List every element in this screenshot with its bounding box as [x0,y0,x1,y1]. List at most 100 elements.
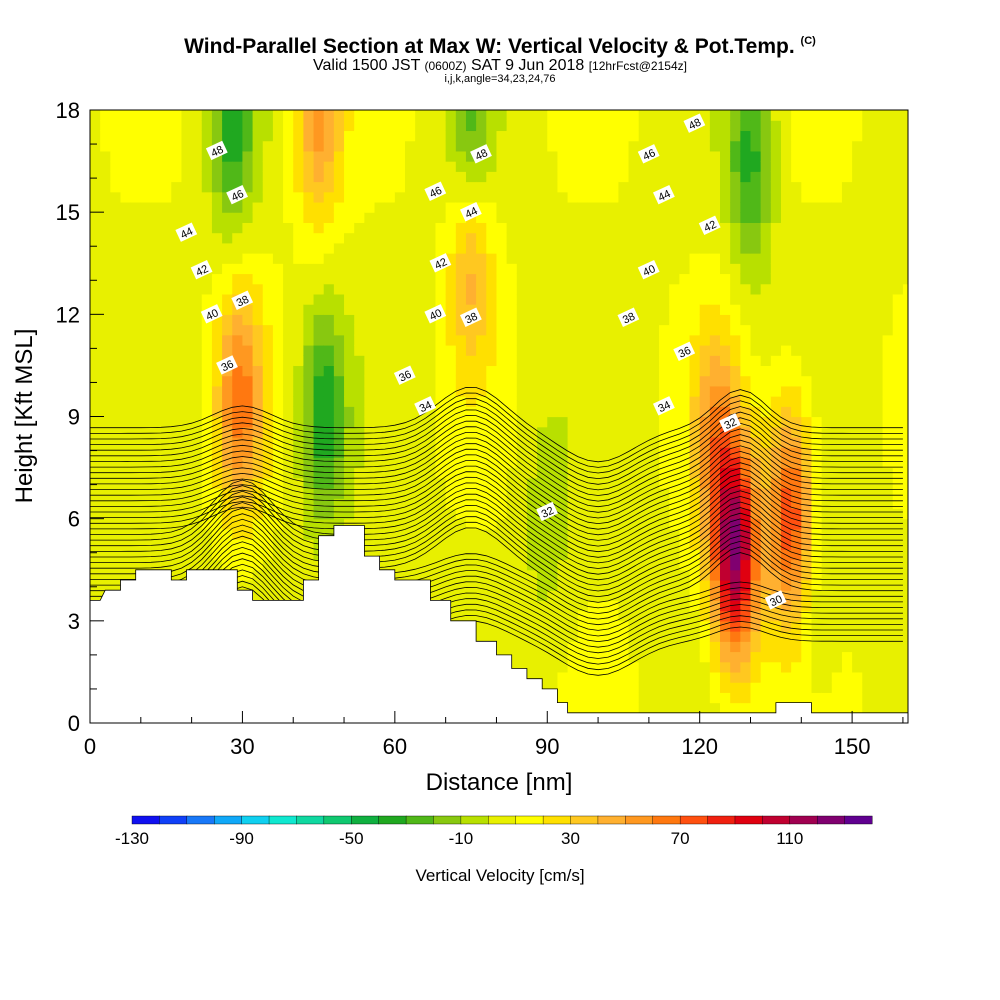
velocity-cell [90,222,101,234]
velocity-cell [323,365,335,377]
velocity-cell [283,457,294,469]
velocity-cell [344,242,355,254]
velocity-cell [140,406,152,418]
velocity-cell [547,641,559,653]
velocity-cell [272,212,284,223]
velocity-cell [902,692,908,704]
velocity-cell [150,334,162,346]
velocity-cell [638,334,650,346]
velocity-cell [476,263,487,275]
velocity-cell [283,539,294,550]
velocity-cell [882,314,894,326]
velocity-cell [262,120,274,132]
velocity-cell [211,232,223,244]
velocity-cell [211,385,223,397]
velocity-cell [201,130,213,142]
velocity-cell [425,242,437,254]
velocity-cell [161,140,172,152]
velocity-cell [171,518,183,530]
velocity-cell [140,201,152,213]
velocity-cell [161,181,172,193]
velocity-cell [486,222,498,234]
velocity-cell [750,549,762,561]
velocity-cell [699,273,711,285]
velocity-cell [689,171,701,183]
velocity-cell [405,314,416,326]
velocity-cell [892,457,904,469]
velocity-cell [720,631,731,642]
velocity-cell [760,436,772,448]
velocity-cell [567,283,579,295]
velocity-cell [323,212,335,223]
velocity-cell [811,488,823,499]
velocity-cell [171,171,183,183]
velocity-cell [587,477,599,489]
velocity-cell [374,293,386,305]
velocity-cell [791,692,802,704]
velocity-cell [526,488,538,499]
velocity-cell [841,702,853,714]
velocity-cell [150,150,162,162]
velocity-cell [720,651,731,663]
velocity-cell [577,344,589,356]
velocity-cell [547,242,559,254]
velocity-cell [384,232,396,244]
velocity-cell [862,283,874,295]
velocity-cell [679,130,691,142]
velocity-cell [516,232,528,244]
velocity-cell [415,518,426,530]
velocity-cell [699,641,711,653]
velocity-cell [222,447,233,458]
velocity-cell [496,406,508,418]
velocity-cell [506,201,518,213]
velocity-cell [435,436,447,448]
velocity-cell [628,222,640,234]
velocity-cell [465,365,477,377]
velocity-cell [171,314,183,326]
velocity-cell [862,620,874,632]
velocity-cell [587,620,599,632]
velocity-cell [862,171,874,183]
velocity-cell [272,110,284,121]
velocity-cell [313,518,325,530]
velocity-cell [679,171,691,183]
velocity-cell [283,375,294,387]
velocity-cell [709,508,721,520]
velocity-cell [262,212,274,223]
velocity-cell [699,242,711,254]
velocity-cell [100,110,111,121]
contour-label: 42 [698,215,721,236]
velocity-cell [384,222,396,234]
velocity-cell [181,283,193,295]
velocity-cell [760,181,772,193]
velocity-cell [618,140,630,152]
velocity-cell [110,130,122,142]
velocity-cell [486,344,498,356]
velocity-cell [191,375,203,387]
velocity-cell [313,498,325,510]
velocity-cell [679,201,691,213]
velocity-cell [872,426,884,438]
velocity-cell [669,365,680,377]
pot-temp-contour [90,465,903,541]
velocity-cell [242,375,254,387]
velocity-cell [313,293,325,305]
velocity-cell [100,436,111,448]
velocity-cell [252,212,264,223]
velocity-cell [526,406,538,418]
velocity-cell [191,171,203,183]
velocity-cell [445,263,457,275]
velocity-cell [882,283,894,295]
velocity-cell [476,201,487,213]
velocity-cell [547,528,559,540]
velocity-cell [354,232,365,244]
velocity-cell [882,242,894,254]
velocity-cell [323,120,335,132]
velocity-cell [659,508,670,520]
velocity-cell [902,682,908,693]
velocity-cell [648,569,660,581]
velocity-cell [374,334,386,346]
velocity-cell [161,365,172,377]
velocity-cell [811,600,823,612]
velocity-cell [872,600,884,612]
